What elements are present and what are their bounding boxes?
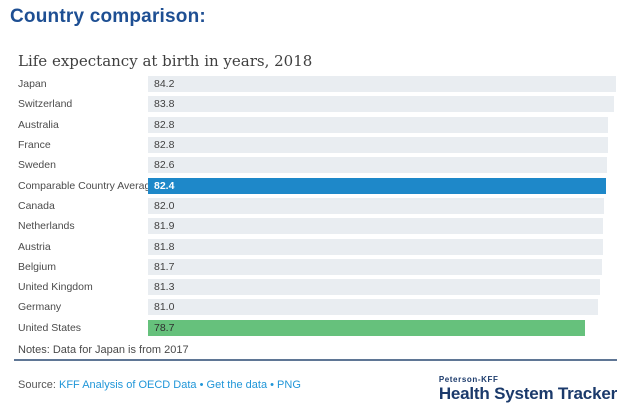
- chart-notes: Notes: Data for Japan is from 2017: [18, 344, 189, 356]
- png-link[interactable]: PNG: [277, 379, 301, 391]
- bar-label: Sweden: [18, 159, 56, 172]
- bar-fill: 84.2: [148, 76, 616, 93]
- bar-chart: Japan 84.2 Switzerland 83.8 Australia 82…: [0, 74, 640, 338]
- bar-label: Canada: [18, 199, 55, 212]
- bar-value: 78.7: [154, 321, 175, 334]
- bar-track: 82.6: [148, 157, 616, 174]
- bar-value: 82.6: [154, 159, 175, 172]
- bar-row: Belgium 81.7: [0, 257, 640, 277]
- bar-fill: 81.0: [148, 299, 599, 316]
- bar-row: Austria 81.8: [0, 236, 640, 256]
- bar-value: 81.7: [154, 260, 175, 273]
- bar-fill: 82.4: [148, 177, 606, 194]
- health-system-tracker-logo[interactable]: Peterson-KFF Health System Tracker: [439, 375, 617, 403]
- bar-row: France 82.8: [0, 135, 640, 155]
- bar-value: 83.8: [154, 98, 175, 111]
- bar-fill: 81.9: [148, 218, 604, 235]
- bar-track: 84.2: [148, 76, 616, 93]
- bar-row: Canada 82.0: [0, 196, 640, 216]
- bar-label: Netherlands: [18, 220, 75, 233]
- bar-label: Belgium: [18, 260, 56, 273]
- bar-track: 82.8: [148, 137, 616, 154]
- bar-label: Germany: [18, 301, 62, 314]
- bar-track: 82.8: [148, 116, 616, 133]
- bar-fill: 82.6: [148, 157, 608, 174]
- bar-row: Japan 84.2: [0, 74, 640, 94]
- bar-track: 81.8: [148, 238, 616, 255]
- bar-track: 81.9: [148, 218, 616, 235]
- bar-label: United Kingdom: [18, 281, 93, 294]
- bar-fill: 81.8: [148, 238, 603, 255]
- bar-row: Netherlands 81.9: [0, 216, 640, 236]
- bar-value: 81.0: [154, 301, 175, 314]
- bar-fill: 82.8: [148, 116, 609, 133]
- bar-label: Australia: [18, 118, 59, 131]
- bar-row: United Kingdom 81.3: [0, 277, 640, 297]
- page-title: Country comparison:: [10, 6, 206, 27]
- bar-label: Comparable Country Average: [18, 179, 148, 192]
- bar-track: 81.3: [148, 279, 616, 296]
- bar-fill: 82.8: [148, 137, 609, 154]
- bar-row: Comparable Country Average 82.4: [0, 175, 640, 195]
- bar-row: Australia 82.8: [0, 115, 640, 135]
- bar-label: Japan: [18, 78, 47, 91]
- logo-health-system-tracker-text: Health System Tracker: [438, 384, 617, 403]
- logo-peterson-kff-text: Peterson-KFF: [438, 375, 499, 384]
- bar-fill: 83.8: [148, 96, 614, 113]
- bar-fill: 81.3: [148, 279, 600, 296]
- bar-value: 82.0: [154, 199, 175, 212]
- bar-value: 81.8: [154, 240, 175, 253]
- bar-fill: 81.7: [148, 258, 603, 275]
- source-row: Source: KFF Analysis of OECD Data • Get …: [18, 379, 301, 391]
- bar-row: Sweden 82.6: [0, 155, 640, 175]
- source-label: Source:: [18, 379, 56, 391]
- source-link-kff-analysis[interactable]: KFF Analysis of OECD Data: [58, 379, 197, 391]
- link-separator: •: [199, 379, 204, 391]
- bar-value: 82.8: [154, 139, 175, 152]
- bar-label: Switzerland: [18, 98, 73, 111]
- bar-label: United States: [18, 321, 82, 334]
- bar-label: Austria: [18, 240, 51, 253]
- link-separator: •: [270, 379, 274, 391]
- get-the-data-link[interactable]: Get the data: [206, 379, 268, 391]
- bar-fill: 82.0: [148, 197, 604, 214]
- footer-divider: [14, 359, 617, 361]
- bar-value: 82.8: [154, 118, 175, 131]
- bar-row: Germany 81.0: [0, 297, 640, 317]
- bar-track: 78.7: [148, 319, 616, 336]
- chart-title: Life expectancy at birth in years, 2018: [18, 52, 313, 70]
- bar-track: 81.7: [148, 258, 616, 275]
- bar-value: 84.2: [154, 78, 175, 91]
- bar-row: United States 78.7: [0, 318, 640, 338]
- bar-value: 81.3: [154, 281, 175, 294]
- bar-value: 81.9: [154, 220, 175, 233]
- bar-track: 82.4: [148, 177, 616, 194]
- bar-track: 81.0: [148, 299, 616, 316]
- bar-row: Switzerland 83.8: [0, 94, 640, 114]
- bar-label: France: [18, 139, 51, 152]
- bar-track: 83.8: [148, 96, 616, 113]
- bar-value: 82.4: [154, 179, 175, 192]
- bar-track: 82.0: [148, 197, 616, 214]
- bar-fill: 78.7: [148, 319, 586, 336]
